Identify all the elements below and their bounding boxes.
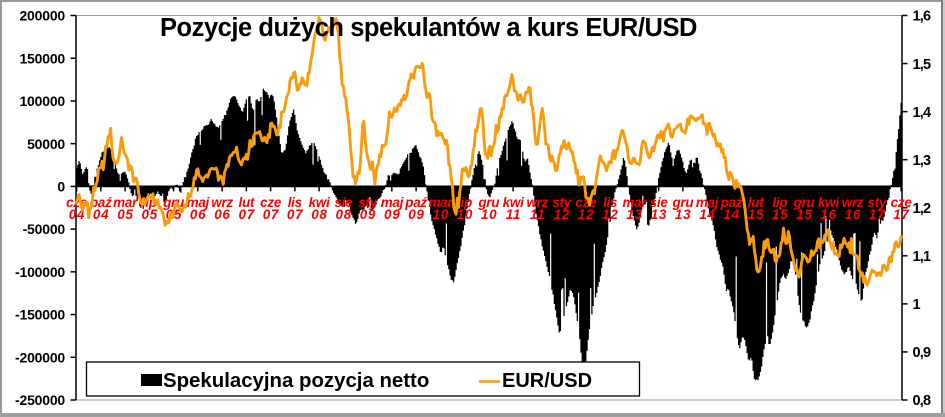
svg-text:1,5: 1,5 xyxy=(913,57,931,73)
svg-text:lis: lis xyxy=(603,195,618,210)
svg-text:-50000: -50000 xyxy=(23,221,66,237)
svg-text:0,8: 0,8 xyxy=(913,393,931,409)
svg-text:1,4: 1,4 xyxy=(913,105,931,121)
svg-text:04: 04 xyxy=(69,207,85,222)
svg-text:09: 09 xyxy=(360,207,376,222)
svg-text:17: 17 xyxy=(869,207,886,222)
svg-text:0: 0 xyxy=(57,178,65,194)
svg-text:paź: paź xyxy=(404,195,427,210)
svg-text:13: 13 xyxy=(626,207,642,222)
svg-text:150000: 150000 xyxy=(19,50,65,66)
svg-text:07: 07 xyxy=(287,207,304,222)
svg-text:Spekulacyjna pozycja netto: Spekulacyjna pozycja netto xyxy=(163,370,429,392)
svg-text:mar: mar xyxy=(428,195,453,210)
svg-text:lip: lip xyxy=(457,195,472,210)
svg-text:lis: lis xyxy=(288,195,303,210)
svg-text:1,6: 1,6 xyxy=(913,9,931,25)
svg-text:paź: paź xyxy=(89,195,112,210)
svg-text:1,1: 1,1 xyxy=(913,249,931,265)
svg-text:-100000: -100000 xyxy=(15,264,65,280)
svg-text:Pozycje dużych spekulantów a k: Pozycje dużych spekulantów a kurs EUR/US… xyxy=(160,14,697,42)
svg-text:50000: 50000 xyxy=(27,136,65,152)
svg-text:kwi: kwi xyxy=(503,195,524,210)
svg-text:05: 05 xyxy=(141,207,157,222)
svg-text:gru: gru xyxy=(793,195,816,210)
svg-text:11: 11 xyxy=(530,207,545,222)
svg-text:14: 14 xyxy=(699,207,715,222)
svg-text:wrz: wrz xyxy=(526,195,548,210)
svg-text:07: 07 xyxy=(238,207,255,222)
svg-text:04: 04 xyxy=(93,207,109,222)
svg-text:0,9: 0,9 xyxy=(913,345,931,361)
svg-text:10: 10 xyxy=(432,207,448,222)
svg-text:-150000: -150000 xyxy=(15,307,65,323)
svg-text:maj: maj xyxy=(187,195,210,210)
svg-text:16: 16 xyxy=(845,207,861,222)
svg-text:11: 11 xyxy=(506,207,521,222)
svg-text:10: 10 xyxy=(457,207,473,222)
svg-text:100000: 100000 xyxy=(19,93,65,109)
svg-text:paź: paź xyxy=(720,195,743,210)
svg-text:sty: sty xyxy=(552,195,572,210)
svg-text:mar: mar xyxy=(113,195,138,210)
svg-text:sie: sie xyxy=(650,195,669,210)
svg-text:08: 08 xyxy=(311,207,327,222)
svg-text:13: 13 xyxy=(675,207,691,222)
svg-text:gru: gru xyxy=(477,195,500,210)
svg-text:09: 09 xyxy=(408,207,424,222)
svg-text:15: 15 xyxy=(796,207,812,222)
svg-text:cze: cze xyxy=(260,195,282,210)
svg-text:10: 10 xyxy=(481,207,497,222)
svg-text:12: 12 xyxy=(554,207,570,222)
svg-text:sie: sie xyxy=(334,195,353,210)
svg-text:lut: lut xyxy=(239,195,255,210)
svg-text:15: 15 xyxy=(748,207,764,222)
svg-text:06: 06 xyxy=(214,207,230,222)
svg-text:-200000: -200000 xyxy=(15,349,65,365)
svg-text:1: 1 xyxy=(913,297,921,313)
svg-text:15: 15 xyxy=(772,207,788,222)
svg-text:13: 13 xyxy=(651,207,667,222)
svg-text:16: 16 xyxy=(820,207,836,222)
svg-text:maj: maj xyxy=(696,195,719,210)
svg-text:cze: cze xyxy=(891,195,913,210)
svg-text:1,3: 1,3 xyxy=(913,153,931,169)
svg-text:08: 08 xyxy=(335,207,351,222)
svg-text:EUR/USD: EUR/USD xyxy=(502,370,592,392)
svg-text:14: 14 xyxy=(723,207,739,222)
svg-text:12: 12 xyxy=(578,207,594,222)
svg-text:sty: sty xyxy=(358,195,378,210)
svg-text:kwi: kwi xyxy=(818,195,839,210)
svg-text:gru: gru xyxy=(671,195,694,210)
svg-text:wrz: wrz xyxy=(211,195,233,210)
svg-text:wrz: wrz xyxy=(842,195,864,210)
svg-text:06: 06 xyxy=(190,207,206,222)
svg-text:-250000: -250000 xyxy=(15,392,65,408)
svg-text:lut: lut xyxy=(748,195,764,210)
svg-text:07: 07 xyxy=(263,207,280,222)
svg-text:12: 12 xyxy=(602,207,618,222)
svg-text:1,2: 1,2 xyxy=(913,201,931,217)
svg-text:05: 05 xyxy=(117,207,133,222)
svg-text:sty: sty xyxy=(867,195,887,210)
svg-text:200000: 200000 xyxy=(19,8,65,24)
svg-text:lip: lip xyxy=(772,195,787,210)
svg-text:09: 09 xyxy=(384,207,400,222)
svg-text:17: 17 xyxy=(893,207,910,222)
svg-text:kwi: kwi xyxy=(309,195,330,210)
svg-text:maj: maj xyxy=(381,195,404,210)
svg-text:mar: mar xyxy=(622,195,647,210)
